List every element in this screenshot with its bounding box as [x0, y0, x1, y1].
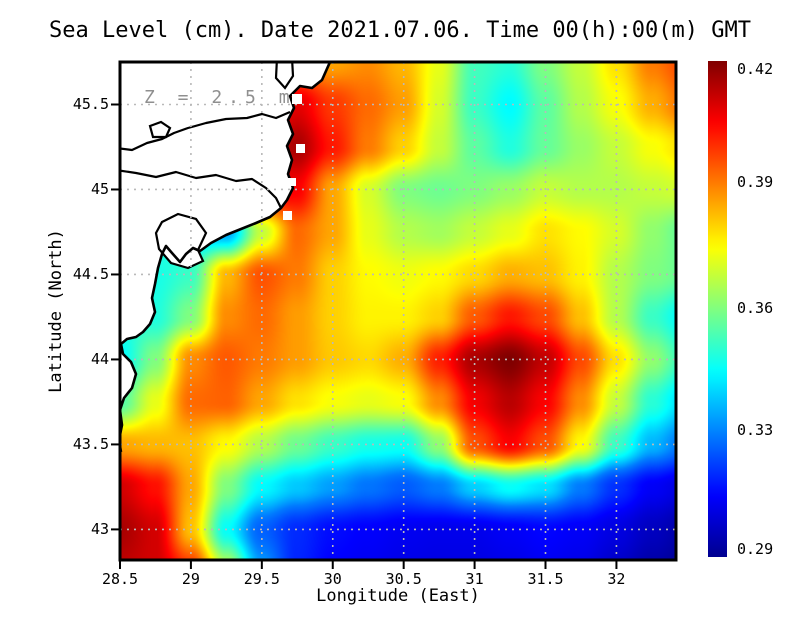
y-tick-label: 43.5 [72, 435, 109, 454]
plot-title: Sea Level (cm). Date 2021.07.06. Time 00… [49, 18, 751, 43]
x-tick-label: 29 [181, 570, 200, 588]
colorbar-tick-label: 0.29 [737, 540, 774, 559]
land-area [120, 62, 330, 453]
lake-shape [148, 120, 172, 139]
river-line [120, 110, 291, 152]
colorbar-tick-label: 0.36 [737, 299, 774, 317]
y-tick-label: 43 [90, 520, 109, 539]
data-gap-square [288, 178, 296, 186]
x-tick-label: 28.5 [101, 570, 139, 588]
data-gap-square [296, 144, 305, 153]
colorbar-tick-label: 0.39 [737, 173, 774, 192]
x-tick-label: 31.5 [527, 570, 564, 588]
colorbar-tick-label: 0.42 [737, 59, 774, 78]
plot-border [118, 60, 678, 562]
x-tick-label: 32 [607, 570, 626, 588]
data-gap-square [292, 94, 302, 104]
y-tick-label: 45 [90, 180, 109, 199]
colorbar [708, 61, 727, 557]
y-tick-label: 44.5 [72, 265, 109, 284]
colorbar-tick-label: 0.33 [737, 421, 774, 440]
x-tick-label: 30 [323, 570, 342, 588]
y-tick-label: 44 [90, 350, 109, 369]
y-tick-label: 45.5 [72, 95, 109, 114]
x-tick-label: 31 [465, 570, 484, 588]
river-line [120, 169, 282, 209]
lake-shape [274, 62, 295, 90]
x-tick-label: 29.5 [243, 570, 280, 588]
x-tick-label: 30.5 [385, 570, 422, 588]
x-axis-label: Longitude (East) [316, 586, 480, 606]
depth-annotation: Z = 2.5 m [144, 87, 296, 108]
data-gap-square [283, 211, 292, 220]
coastline [120, 62, 332, 453]
lake-shape [154, 212, 208, 270]
